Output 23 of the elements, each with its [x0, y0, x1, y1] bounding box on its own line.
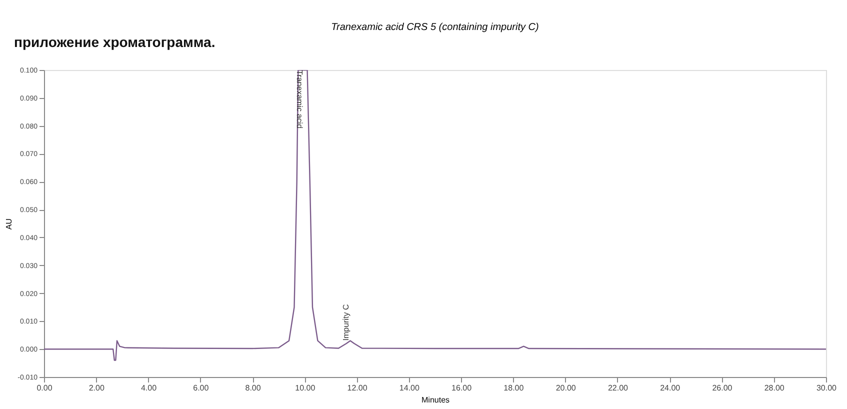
x-tick-label: 8.00 — [245, 384, 262, 392]
y-axis-title: AU — [4, 218, 14, 230]
x-tick-label: 2.00 — [88, 384, 105, 392]
x-tick-label: 14.00 — [399, 384, 420, 392]
text: приложение хроматограмма. — [14, 34, 216, 50]
x-tick-label: 22.00 — [608, 384, 629, 392]
x-tick-label: 10.00 — [295, 384, 316, 392]
x-tick-label: 6.00 — [193, 384, 210, 392]
x-tick-label: 20.00 — [556, 384, 576, 392]
annotation: Tranexamic acid — [295, 70, 304, 128]
x-tick-label: 24.00 — [660, 384, 681, 392]
x-tick-label: 4.00 — [140, 384, 158, 392]
chart-title: Tranexamic acid CRS 5 (containing impurity C) — [331, 22, 539, 33]
x-tick-label: 12.00 — [347, 384, 368, 392]
x-tick-label: 0.00 — [36, 384, 53, 392]
x-tick-label: 26.00 — [712, 384, 733, 392]
line-series — [44, 70, 826, 361]
x-tick-label: 16.00 — [452, 384, 472, 392]
x-tick-label: 18.00 — [504, 384, 524, 392]
x-axis-title: Minutes — [421, 396, 450, 404]
x-tick-label: 30.00 — [816, 384, 838, 392]
annotation: Impurity C — [341, 304, 350, 341]
x-tick-label: 28.00 — [764, 384, 785, 392]
